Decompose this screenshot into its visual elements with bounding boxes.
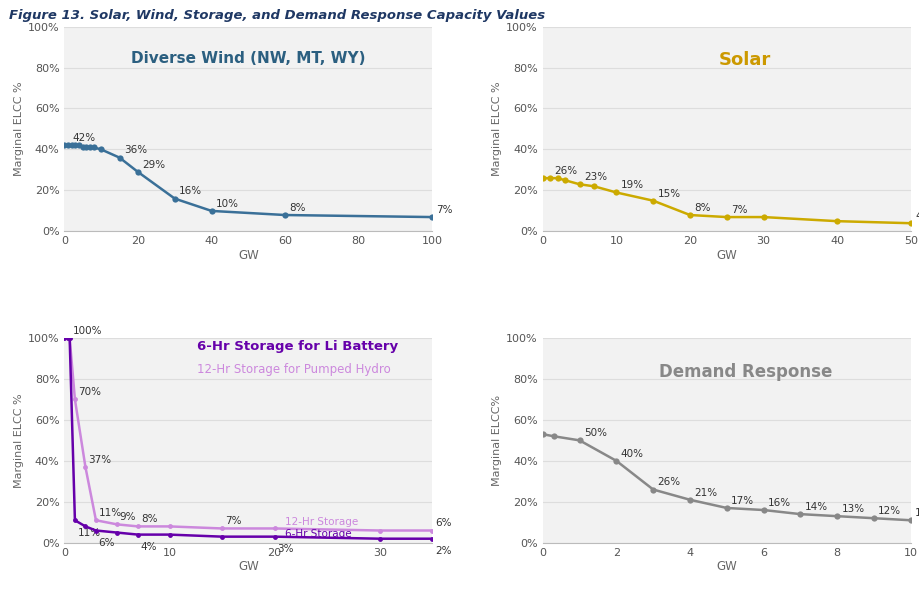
Y-axis label: Marginal ELCC%: Marginal ELCC% bbox=[492, 395, 502, 486]
Text: 14%: 14% bbox=[804, 502, 827, 512]
Text: 12%: 12% bbox=[878, 506, 901, 516]
Y-axis label: Marginal ELCC %: Marginal ELCC % bbox=[14, 81, 24, 176]
Text: 23%: 23% bbox=[584, 172, 607, 182]
X-axis label: GW: GW bbox=[716, 249, 736, 262]
X-axis label: GW: GW bbox=[716, 560, 736, 573]
Text: 26%: 26% bbox=[657, 477, 680, 487]
Text: 16%: 16% bbox=[179, 186, 202, 196]
Text: 8%: 8% bbox=[289, 203, 305, 213]
Text: Solar: Solar bbox=[719, 51, 770, 69]
Text: 3%: 3% bbox=[278, 544, 294, 554]
Text: 8%: 8% bbox=[141, 514, 157, 525]
Text: 7%: 7% bbox=[224, 516, 241, 526]
X-axis label: GW: GW bbox=[238, 560, 258, 573]
Text: 16%: 16% bbox=[767, 498, 790, 508]
Text: 36%: 36% bbox=[124, 146, 147, 156]
Text: 9%: 9% bbox=[119, 512, 136, 522]
Text: 13%: 13% bbox=[841, 504, 864, 514]
Text: 6-Hr Storage for Li Battery: 6-Hr Storage for Li Battery bbox=[197, 340, 398, 353]
Text: 6%: 6% bbox=[435, 519, 451, 528]
Text: 6%: 6% bbox=[98, 538, 115, 548]
X-axis label: GW: GW bbox=[238, 249, 258, 262]
Text: 15%: 15% bbox=[657, 189, 680, 198]
Text: 40%: 40% bbox=[620, 448, 643, 458]
Text: 8%: 8% bbox=[694, 203, 709, 213]
Text: 42%: 42% bbox=[73, 133, 96, 143]
Text: 4%: 4% bbox=[914, 211, 919, 221]
Text: 2%: 2% bbox=[435, 546, 451, 556]
Text: Figure 13. Solar, Wind, Storage, and Demand Response Capacity Values: Figure 13. Solar, Wind, Storage, and Dem… bbox=[9, 9, 545, 22]
Text: Demand Response: Demand Response bbox=[658, 362, 831, 381]
Y-axis label: Marginal ELCC %: Marginal ELCC % bbox=[14, 393, 24, 488]
Text: Diverse Wind (NW, MT, WY): Diverse Wind (NW, MT, WY) bbox=[131, 51, 365, 66]
Text: 70%: 70% bbox=[77, 387, 100, 397]
Text: 4%: 4% bbox=[141, 542, 157, 552]
Text: 100%: 100% bbox=[73, 326, 102, 336]
Text: 29%: 29% bbox=[142, 160, 165, 170]
Text: 11%: 11% bbox=[914, 508, 919, 518]
Text: 21%: 21% bbox=[694, 487, 717, 497]
Text: 50%: 50% bbox=[584, 428, 607, 438]
Text: 10%: 10% bbox=[216, 199, 239, 209]
Text: 12-Hr Storage for Pumped Hydro: 12-Hr Storage for Pumped Hydro bbox=[197, 362, 391, 375]
Text: 6-Hr Storage: 6-Hr Storage bbox=[285, 529, 351, 539]
Text: 37%: 37% bbox=[88, 455, 111, 465]
Text: 19%: 19% bbox=[620, 181, 643, 191]
Y-axis label: Marginal ELCC %: Marginal ELCC % bbox=[492, 81, 502, 176]
Text: 26%: 26% bbox=[554, 166, 577, 176]
Text: 11%: 11% bbox=[77, 527, 101, 537]
Text: 7%: 7% bbox=[437, 205, 452, 215]
Text: 17%: 17% bbox=[731, 496, 754, 506]
Text: 11%: 11% bbox=[98, 508, 121, 518]
Text: 7%: 7% bbox=[731, 205, 746, 215]
Text: 12-Hr Storage: 12-Hr Storage bbox=[285, 517, 358, 527]
